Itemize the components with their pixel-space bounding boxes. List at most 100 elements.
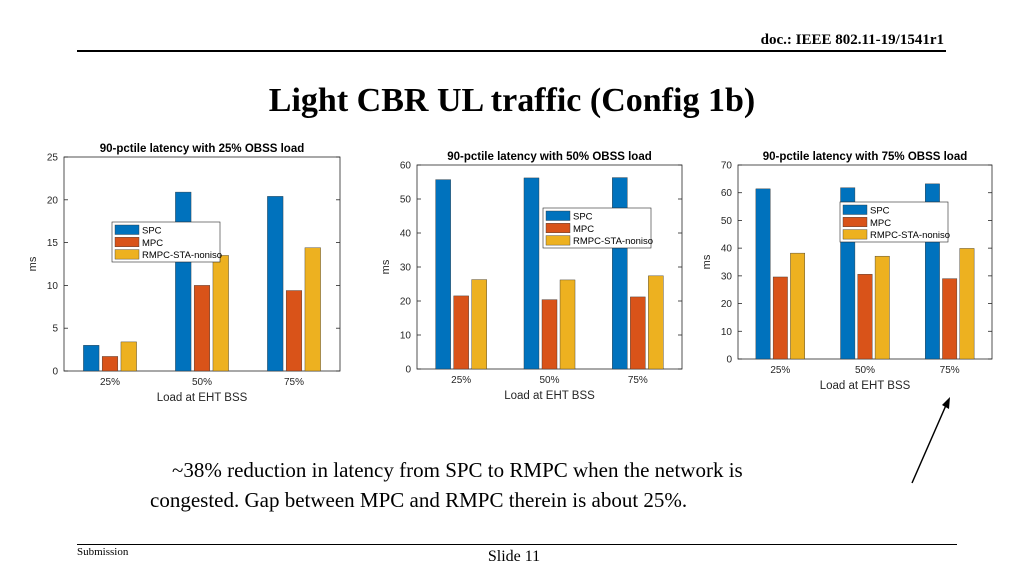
slide-title: Light CBR UL traffic (Config 1b) — [268, 82, 756, 119]
y-tick-label: 70 — [721, 161, 733, 172]
legend-swatch — [545, 210, 571, 221]
y-tick-label: 0 — [52, 367, 58, 378]
pointer-arrow — [911, 397, 950, 484]
legend-label: SPC — [573, 212, 593, 223]
legend-label: SPC — [142, 226, 162, 237]
slide-number: Slide 11 — [487, 548, 541, 565]
bar-spc-1 — [755, 188, 771, 360]
caption: ~38% reduction in latency from SPC to RM… — [150, 455, 880, 515]
bar-rmpc-sta-noniso-1 — [120, 341, 137, 372]
chart-25-obss: 90-pctile latency with 25% OBSS load 0 5 10… — [22, 140, 352, 410]
chart-svg: 90-pctile latency with 50% OBSS load 0 10 2… — [380, 151, 683, 402]
y-tick-label: 60 — [721, 188, 733, 199]
bar-spc-1 — [435, 179, 451, 370]
arrow-head — [942, 397, 950, 409]
bar-rmpc-sta-noniso-3 — [959, 248, 975, 360]
chart-title: 90-pctile latency with 25% OBSS load — [100, 143, 305, 155]
bar-mpc-3 — [630, 296, 646, 370]
y-tick-label: 15 — [47, 238, 59, 249]
x-tick-label: 50% — [192, 377, 212, 388]
bar-rmpc-sta-noniso-2 — [874, 255, 890, 360]
y-tick-label: 30 — [400, 263, 412, 274]
bar-mpc-3 — [942, 278, 958, 360]
legend-swatch — [114, 224, 140, 235]
bar-mpc-2 — [857, 273, 873, 360]
x-tick-label: 50% — [855, 365, 875, 376]
y-tick-label: 40 — [400, 229, 412, 240]
y-axis-label: ms — [701, 254, 713, 269]
footer-rule — [77, 544, 957, 545]
bar-mpc-2 — [541, 299, 558, 370]
legend-swatch — [114, 249, 140, 260]
bar-spc-2 — [175, 191, 192, 372]
x-tick-label: 50% — [539, 375, 559, 386]
arrow-line — [911, 402, 948, 484]
legend-swatch — [842, 217, 868, 228]
bar-rmpc-sta-noniso-2 — [212, 255, 229, 372]
chart-svg: 90-pctile latency with 25% OBSS load 0 5 10… — [27, 143, 341, 404]
legend-swatch — [545, 223, 571, 234]
y-axis-label: ms — [27, 256, 39, 271]
y-tick-label: 30 — [721, 271, 733, 282]
legend-label: MPC — [142, 238, 163, 249]
bar-spc-3 — [612, 177, 628, 370]
caption-line-2: congested. Gap between MPC and RMPC ther… — [150, 488, 688, 512]
bar-spc-1 — [83, 345, 100, 372]
y-tick-label: 50 — [721, 216, 733, 227]
y-tick-label: 5 — [52, 324, 58, 335]
x-axis-label: Load at EHT BSS — [504, 390, 595, 402]
footer-submission: Submission — [77, 546, 129, 558]
chart-50-obss: 90-pctile latency with 50% OBSS load 0 10 2… — [375, 148, 695, 410]
chart-75-obss: 90-pctile latency with 75% OBSS load 0 10 2… — [700, 147, 1000, 392]
x-axis-label: Load at EHT BSS — [157, 392, 248, 404]
legend-swatch — [545, 235, 571, 246]
x-tick-label: 75% — [628, 375, 648, 386]
legend-label: SPC — [870, 206, 890, 217]
bar-mpc-3 — [285, 290, 303, 372]
bar-spc-3 — [267, 196, 284, 372]
y-tick-label: 10 — [721, 327, 733, 338]
y-axis-label: ms — [380, 259, 392, 274]
y-tick-label: 20 — [400, 297, 412, 308]
bar-spc-2 — [523, 177, 540, 370]
legend-label: RMPC-STA-noniso — [870, 230, 950, 241]
x-axis-label: Load at EHT BSS — [820, 380, 911, 392]
y-tick-label: 10 — [400, 331, 412, 342]
legend-label: MPC — [870, 218, 891, 229]
header-rule — [77, 50, 946, 52]
y-tick-label: 50 — [400, 195, 412, 206]
legend-swatch — [114, 237, 140, 248]
chart-svg: 90-pctile latency with 75% OBSS load 0 10 2… — [701, 151, 993, 392]
x-tick-label: 25% — [100, 377, 120, 388]
bar-mpc-1 — [453, 295, 469, 370]
bar-rmpc-sta-noniso-3 — [304, 247, 321, 372]
chart-title: 90-pctile latency with 75% OBSS load — [763, 151, 968, 163]
y-tick-label: 25 — [47, 153, 59, 164]
legend-label: RMPC-STA-noniso — [573, 236, 653, 247]
y-tick-label: 0 — [726, 355, 732, 366]
bar-mpc-1 — [772, 276, 788, 360]
legend-swatch — [842, 229, 868, 240]
x-tick-label: 25% — [451, 375, 471, 386]
bar-mpc-2 — [193, 285, 211, 372]
bar-rmpc-sta-noniso-1 — [790, 252, 806, 360]
chart-title: 90-pctile latency with 50% OBSS load — [447, 151, 652, 163]
bar-rmpc-sta-noniso-2 — [559, 279, 576, 370]
y-tick-label: 40 — [721, 244, 733, 255]
bar-mpc-1 — [101, 356, 119, 372]
bar-rmpc-sta-noniso-3 — [648, 275, 664, 370]
legend-swatch — [842, 204, 868, 215]
caption-line-1: ~38% reduction in latency from SPC to RM… — [172, 458, 743, 482]
bar-rmpc-sta-noniso-1 — [471, 279, 487, 370]
y-tick-label: 20 — [47, 195, 59, 206]
legend-label: RMPC-STA-noniso — [142, 250, 222, 261]
legend-label: MPC — [573, 224, 594, 235]
x-tick-label: 75% — [284, 377, 304, 388]
doc-id: doc.: IEEE 802.11-19/1541r1 — [760, 32, 944, 48]
y-tick-label: 0 — [405, 365, 411, 376]
y-tick-label: 10 — [47, 281, 59, 292]
y-tick-label: 60 — [400, 161, 412, 172]
x-tick-label: 75% — [940, 365, 960, 376]
